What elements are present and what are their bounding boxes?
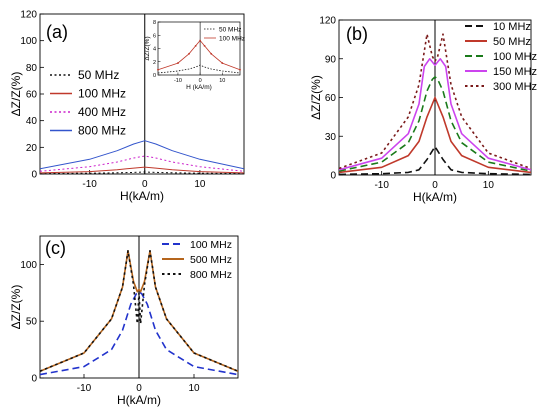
legend-entry: 100 MHz	[493, 51, 537, 63]
legend-entry: 10 MHz	[493, 21, 531, 33]
inset-chart: 0 2 4 6 8 -10 0 10 H (kA/m) ΔZ/Z(%) 50 MHz 100 MHz	[144, 20, 245, 91]
y-tick-label: 60	[26, 90, 38, 101]
x-tick-label: 0	[432, 180, 438, 191]
y-axis-label: ΔZ/Z(%)	[9, 72, 23, 117]
legend-entry: 400 MHz	[78, 105, 126, 119]
series-line-100-mhz	[40, 290, 238, 376]
y-tick-label: 40	[26, 116, 38, 127]
inset-series-point	[194, 44, 197, 47]
inset-legend-entry: 50 MHz	[219, 26, 241, 33]
y-tick-label: 120	[319, 16, 336, 27]
inset-series-point	[188, 52, 190, 55]
x-tick-label: 10	[188, 383, 200, 394]
y-tick-label: 80	[26, 63, 38, 74]
inset-x-tick-label: -10	[174, 78, 182, 84]
inset-y-tick-label: 8	[153, 20, 156, 26]
legend-entry: 100 MHz	[78, 87, 126, 101]
x-tick-label: 10	[194, 179, 206, 190]
legend-entry: 50 MHz	[78, 68, 119, 82]
chart-panel-b: 0 30 60 90 120 -10 0 10 H(kA/m) ΔZ/Z(%) (b) 10 MHz 5…	[309, 16, 537, 205]
panel-label: (c)	[45, 238, 66, 258]
legend-entry: 150 MHz	[493, 66, 537, 78]
y-tick-label: 30	[325, 132, 337, 143]
inset-series-point	[199, 39, 202, 42]
legend: 100 MHz 500 MHz 800 MHz	[162, 239, 232, 281]
y-axis-label: ΔZ/Z(%)	[309, 75, 323, 120]
x-axis-label: H(kA/m)	[117, 393, 161, 407]
series-line-100-mhz	[40, 166, 244, 174]
inset-y-tick-label: 0	[153, 73, 156, 79]
y-tick-label: 0	[330, 171, 336, 182]
series-line-150-mhz	[339, 57, 531, 171]
inset-series-point	[177, 62, 179, 64]
inset-series-point	[210, 52, 213, 55]
legend-entry: 300 MHz	[493, 81, 537, 93]
series-line-400-mhz	[40, 155, 244, 172]
series-line-800-mhz	[40, 140, 244, 170]
series-line-50-mhz	[339, 96, 531, 174]
inset-y-tick-label: 2	[153, 60, 156, 66]
panel-label: (b)	[346, 24, 368, 44]
series-line-800-mhz	[40, 250, 238, 372]
y-tick-label: 120	[20, 10, 37, 21]
x-tick-label: 0	[136, 383, 142, 394]
legend-entry: 100 MHz	[190, 239, 232, 251]
inset-y-axis-label: ΔZ/Z(%)	[144, 36, 151, 60]
x-tick-label: 0	[142, 179, 148, 190]
y-tick-label: 100	[20, 260, 37, 271]
legend: 50 MHz 100 MHz 400 MHz 800 MHz	[50, 68, 126, 138]
legend-entry: 800 MHz	[190, 269, 232, 281]
series-group	[40, 250, 238, 376]
series-line-50-mhz	[40, 171, 244, 174]
y-tick-label: 60	[325, 93, 337, 104]
inset-series-point	[239, 68, 241, 71]
y-tick-label: 0	[31, 374, 37, 385]
inset-series-point	[203, 44, 206, 47]
x-tick-label: 10	[483, 180, 495, 191]
x-tick-label: -10	[77, 383, 92, 394]
inset-x-axis-label: H (kA/m)	[186, 84, 212, 91]
inset-x-tick-label: 10	[219, 78, 225, 84]
x-axis-label: H(kA/m)	[120, 189, 164, 203]
inset-legend-entry: 100 MHz	[219, 35, 245, 42]
x-tick-label: -10	[374, 180, 389, 191]
x-axis-label: H(kA/m)	[413, 190, 457, 204]
y-tick-label: 90	[325, 54, 337, 65]
inset-series-point	[157, 68, 159, 71]
inset-series-line	[157, 64, 241, 74]
inset-frame	[157, 21, 241, 76]
inset-x-tick-label: 0	[199, 78, 202, 84]
y-axis-label: ΔZ/Z(%)	[9, 285, 23, 330]
series-group	[40, 140, 244, 174]
series-line-300-mhz	[339, 33, 531, 170]
series-line-100-mhz	[339, 76, 531, 172]
legend-entry: 500 MHz	[190, 254, 232, 266]
legend-entry: 800 MHz	[78, 124, 126, 138]
y-tick-label: 0	[31, 170, 37, 181]
series-line-10-mhz	[339, 145, 531, 175]
series-group	[339, 33, 531, 175]
legend: 10 MHz 50 MHz 100 MHz 150 MHz 300 MHz	[465, 21, 537, 93]
chart-panel-c: 0 50 100 -10 0 10 H(kA/m) ΔZ/Z(%) (c) 100 MHz 500 …	[9, 235, 239, 407]
y-tick-label: 50	[26, 317, 38, 328]
inset-series-point	[221, 62, 224, 64]
x-tick-label: -10	[82, 179, 97, 190]
y-tick-label: 20	[26, 143, 38, 154]
inset-y-tick-label: 4	[153, 47, 156, 53]
legend-entry: 50 MHz	[493, 36, 531, 48]
inset-y-tick-label: 6	[153, 33, 156, 39]
panel-label: (a)	[46, 22, 68, 42]
y-tick-label: 100	[20, 36, 37, 47]
